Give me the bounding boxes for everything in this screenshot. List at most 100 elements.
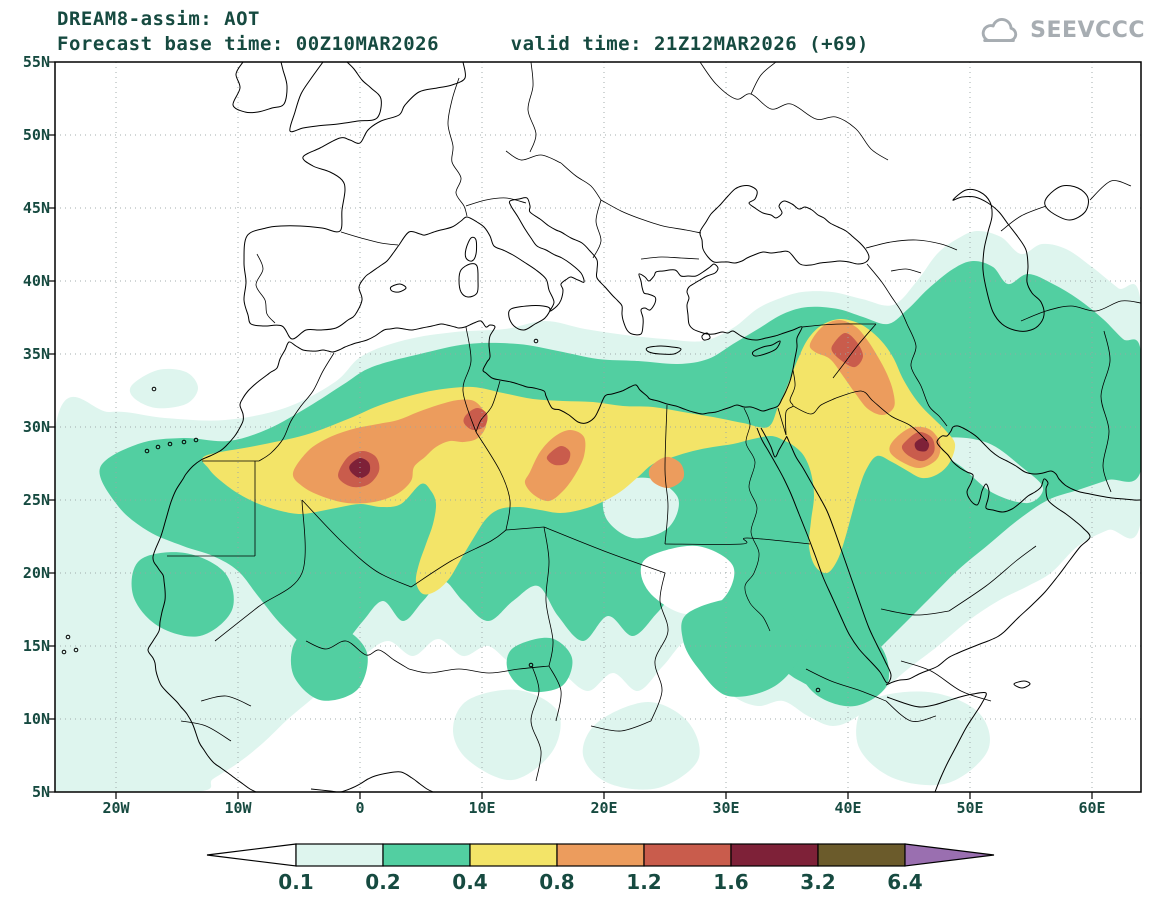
border-line [548, 665, 562, 722]
lat-label: 45N [22, 199, 50, 217]
lon-label: 20E [590, 799, 618, 817]
border-line [1000, 205, 1047, 232]
coastline [760, 427, 788, 458]
border-line [801, 323, 876, 328]
contour-fill [648, 456, 685, 489]
border-line [543, 526, 666, 574]
island-outline [389, 283, 407, 293]
colorbar-tick-label: 0.8 [539, 870, 575, 894]
contour-fill [602, 477, 679, 539]
lat-label: 15N [22, 637, 50, 655]
colorbar-tick-label: 1.6 [713, 870, 749, 894]
lat-label: 5N [31, 783, 50, 801]
lon-label: 20W [102, 799, 130, 817]
colorbar-tick-label: 0.4 [452, 870, 488, 894]
border-line [865, 239, 958, 251]
contour-fill [131, 552, 234, 637]
contour-fill [582, 702, 700, 790]
colorbar-arrow-left [206, 843, 297, 867]
colorbar-cell [295, 843, 384, 867]
sea-outline [699, 185, 870, 266]
colorbar-tick-label: 0.1 [278, 870, 314, 894]
lat-label: 30N [22, 418, 50, 436]
border-line [948, 545, 1037, 612]
border-line [255, 253, 276, 324]
island-outline [1013, 680, 1031, 689]
small-island [181, 439, 187, 445]
small-island [528, 662, 534, 668]
border-line [785, 369, 796, 436]
small-island [144, 448, 150, 454]
lat-label: 35N [22, 345, 50, 363]
contour-fill [640, 545, 735, 615]
border-line [305, 640, 410, 670]
axis-ticks [48, 61, 1093, 799]
border-line [408, 665, 550, 674]
coastline [232, 62, 288, 114]
contour-fill [129, 368, 198, 409]
lon-label: 10W [224, 799, 252, 817]
lon-label: 10E [468, 799, 496, 817]
border-line [447, 77, 468, 217]
contour-fill [506, 637, 573, 693]
small-island [61, 649, 67, 655]
coastlines [61, 62, 1141, 792]
lat-label: 20N [22, 564, 50, 582]
sea-outline [952, 188, 1045, 332]
border-line [805, 668, 887, 702]
colorbar-tick-label: 1.2 [626, 870, 662, 894]
island-outline [751, 340, 781, 357]
border-line [543, 526, 554, 667]
island-outline [464, 236, 478, 262]
island-outline [645, 345, 682, 355]
island-outline [701, 332, 711, 341]
border-line [664, 537, 811, 545]
graticule [55, 62, 1141, 792]
border-line [750, 62, 777, 95]
border-line [792, 397, 837, 415]
colorbar-tick-label: 0.2 [365, 870, 401, 894]
border-line [465, 197, 527, 207]
small-island [193, 437, 199, 443]
small-island [155, 444, 161, 450]
coastline [885, 425, 1141, 686]
contour-fill [941, 437, 1044, 504]
lat-label: 55N [22, 53, 50, 71]
border-line [900, 660, 992, 702]
island-outline [508, 305, 551, 331]
border-line [1089, 180, 1132, 201]
border-line [200, 695, 252, 707]
small-island [533, 338, 539, 344]
border-line [880, 608, 950, 616]
small-island [167, 441, 173, 447]
colorbar-cell [556, 843, 645, 867]
lon-label: 40E [834, 799, 862, 817]
border-line [590, 720, 652, 732]
border-line [906, 323, 948, 427]
border-line [560, 162, 602, 201]
border-line [890, 268, 922, 274]
lon-label: 0 [355, 799, 365, 817]
colorbar-cell [469, 843, 558, 867]
contour-fill [797, 627, 890, 707]
plot-title: DREAM8-assim: AOT [57, 8, 260, 30]
border-line [600, 199, 702, 234]
contour-fill [453, 689, 561, 781]
lat-label: 50N [22, 126, 50, 144]
map-inner [55, 62, 1141, 792]
small-island [151, 386, 157, 392]
contour-fills [55, 230, 1141, 792]
contour-fill [681, 598, 803, 697]
nile-river [743, 407, 771, 632]
logo-text: SEEVCCC [1030, 17, 1145, 43]
coastline [756, 427, 892, 684]
border-line [592, 199, 602, 259]
lat-label: 25N [22, 491, 50, 509]
border-line [835, 390, 928, 442]
border-line [340, 231, 399, 246]
colorbar-arrow-right [904, 843, 995, 867]
colorbar-tick-label: 6.4 [887, 870, 923, 894]
small-island [815, 687, 821, 693]
contour-fill [524, 430, 586, 502]
contour-fill [831, 332, 864, 368]
